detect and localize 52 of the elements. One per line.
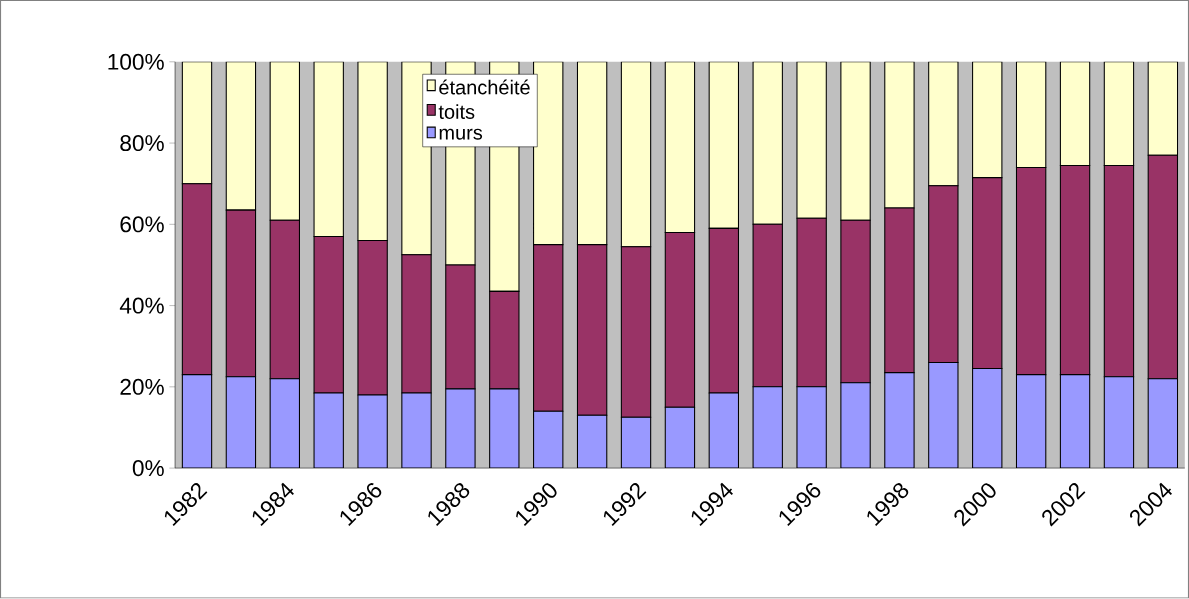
bar [313,62,344,238]
bar [620,417,652,469]
bar [445,388,476,469]
bar [664,406,696,469]
bar [840,382,871,469]
bar [708,62,740,230]
bar [972,62,1003,179]
bar [1147,62,1179,157]
bar [884,372,915,469]
y-tick-label: 100% [108,54,164,71]
bar [884,62,915,209]
bar [576,414,608,469]
bar [181,374,213,469]
bar [1103,62,1135,167]
bar [796,62,827,219]
bar [357,394,388,469]
bar [928,362,959,469]
bar [972,368,1003,469]
bar [533,410,564,469]
bar [620,62,652,248]
bar [181,62,213,185]
bar [489,388,520,469]
bar [1015,62,1047,169]
bar [1103,376,1135,469]
bar [1147,378,1179,469]
y-tick-label: 40% [119,297,164,314]
bar [1059,62,1091,167]
legend-label: étanchéité [439,79,530,95]
bar [708,392,740,469]
y-tick-label: 60% [120,216,164,233]
bar [1059,374,1091,469]
bar [796,386,827,469]
y-tick-label: 0% [132,460,164,477]
bar [357,62,388,242]
bar [225,376,257,469]
legend-label: toits [438,104,475,120]
bar [269,378,300,469]
bar [664,62,696,234]
y-tick-label: 80% [120,135,164,152]
bar [1015,374,1047,469]
bar [752,386,783,469]
bar [576,62,608,246]
bar [225,62,257,211]
bar [313,392,344,469]
bar [840,62,871,222]
y-tick-label: 20% [120,379,164,396]
bar [928,62,959,187]
bar [533,62,564,246]
legend-label: murs [439,129,483,140]
bar [269,62,300,222]
bar [752,62,783,226]
bar [401,392,432,469]
